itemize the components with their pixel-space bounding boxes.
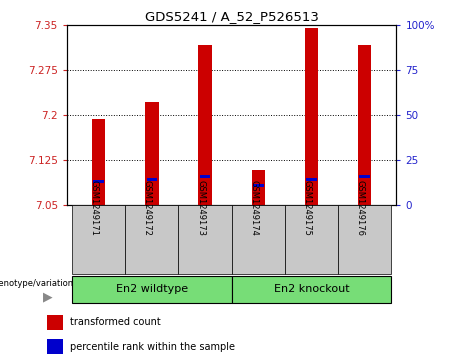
- Bar: [285, 205, 338, 274]
- Bar: [253, 184, 264, 187]
- Bar: [198, 45, 212, 205]
- Text: ▶: ▶: [43, 291, 53, 303]
- Text: GSM1249175: GSM1249175: [302, 180, 311, 236]
- Text: transformed count: transformed count: [70, 317, 161, 327]
- Bar: [231, 276, 391, 303]
- Bar: [47, 339, 63, 354]
- Bar: [145, 102, 159, 205]
- Bar: [72, 276, 231, 303]
- Bar: [72, 205, 125, 274]
- Text: GSM1249174: GSM1249174: [249, 180, 258, 236]
- Bar: [92, 119, 106, 205]
- Text: En2 wildtype: En2 wildtype: [116, 285, 188, 294]
- Bar: [252, 170, 265, 205]
- Text: percentile rank within the sample: percentile rank within the sample: [70, 342, 235, 352]
- Text: En2 knockout: En2 knockout: [273, 285, 349, 294]
- Bar: [125, 205, 178, 274]
- Bar: [231, 205, 285, 274]
- Bar: [359, 175, 370, 178]
- Bar: [306, 178, 317, 181]
- Title: GDS5241 / A_52_P526513: GDS5241 / A_52_P526513: [145, 10, 319, 23]
- Bar: [305, 28, 318, 205]
- Text: GSM1249173: GSM1249173: [196, 180, 205, 236]
- Bar: [338, 205, 391, 274]
- Text: genotype/variation: genotype/variation: [0, 279, 73, 288]
- Bar: [200, 175, 210, 178]
- Bar: [47, 315, 63, 330]
- Bar: [178, 205, 231, 274]
- Bar: [358, 45, 371, 205]
- Bar: [94, 180, 104, 183]
- Text: GSM1249171: GSM1249171: [90, 180, 99, 236]
- Text: GSM1249176: GSM1249176: [355, 180, 365, 236]
- Text: GSM1249172: GSM1249172: [143, 180, 152, 236]
- Bar: [147, 179, 157, 182]
